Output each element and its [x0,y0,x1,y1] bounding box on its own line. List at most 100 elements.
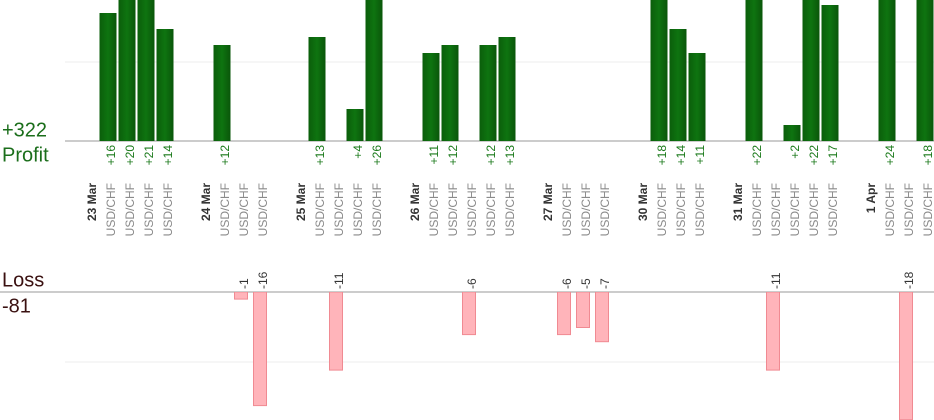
profit-label: +12 [218,145,232,166]
profit-bar [308,37,326,141]
profit-bar [669,29,687,141]
loss-label: -5 [579,278,593,289]
pair-label: USD/CHF [598,183,612,236]
pair-label: USD/CHF [693,183,707,236]
profit-label: +22 [750,145,764,166]
pair-label: USD/CHF [655,183,669,236]
profit-bar [479,45,497,141]
profit-total: +322 [2,119,47,141]
profit-label: +11 [427,145,441,165]
date-label: 25 Mar [294,183,308,221]
pair-label: USD/CHF [218,183,232,236]
loss-label: -18 [902,271,916,289]
loss-bar [595,292,609,343]
profit-bar [213,45,231,141]
profit-bar [365,0,383,141]
loss-bar [557,292,571,336]
pair-label: USD/CHF [560,183,574,236]
profit-bar [156,29,174,141]
profit-label: +26 [370,145,384,166]
date-label: 24 Mar [199,183,213,221]
loss-bar [766,292,780,371]
profit-label: +2 [788,145,802,159]
profit-label: +4 [351,145,365,159]
loss-bar [576,292,590,328]
pair-label: USD/CHF [750,183,764,236]
date-label: 23 Mar [85,183,99,221]
profit-bar [916,0,934,141]
profit-label: +18 [655,145,669,166]
pair-label: USD/CHF [769,183,783,236]
profit-label: +22 [807,145,821,166]
date-label: 27 Mar [541,183,555,221]
profit-label: +21 [142,145,156,166]
pair-label: USD/CHF [902,183,916,236]
profit-label: +12 [446,145,460,166]
loss-title: Loss [2,269,44,291]
profit-bar [118,0,136,141]
profit-label: +20 [123,145,137,166]
loss-label: -11 [332,272,346,289]
profit-bar [783,125,801,141]
pair-label: USD/CHF [123,183,137,236]
pair-label: USD/CHF [484,183,498,236]
pair-label: USD/CHF [446,183,460,236]
profit-bar [878,0,896,141]
profit-label: +13 [503,145,517,166]
pair-label: USD/CHF [579,183,593,236]
loss-label: -7 [598,278,612,289]
profit-bar [346,109,364,141]
loss-bar [253,292,267,407]
loss-bar [462,292,476,336]
profit-label: +11 [693,145,707,165]
pair-label: USD/CHF [104,183,118,236]
profit-bar [802,0,820,141]
profit-bar [821,5,839,141]
pair-label: USD/CHF [161,183,175,236]
profit-bar [422,53,440,141]
loss-total: -81 [2,295,31,317]
loss-label: -16 [256,271,270,289]
profit-label: +17 [826,145,840,166]
profit-label: +14 [674,145,688,166]
pair-label: USD/CHF [237,183,251,236]
profit-title: Profit [2,144,49,166]
profit-label: +16 [104,145,118,166]
pair-label: USD/CHF [351,183,365,236]
pair-label: USD/CHF [465,183,479,236]
pair-label: USD/CHF [826,183,840,236]
pair-label: USD/CHF [256,183,270,236]
loss-bar [234,292,248,300]
pair-label: USD/CHF [370,183,384,236]
loss-label: -1 [237,278,251,289]
loss-bar [899,292,913,420]
pair-label: USD/CHF [788,183,802,236]
pair-label: USD/CHF [332,183,346,236]
loss-label: -11 [769,272,783,289]
profit-bar [99,13,117,141]
profit-label: +13 [313,145,327,166]
profit-bar [137,0,155,141]
profit-label: +18 [921,145,934,166]
loss-label: -6 [560,278,574,289]
profit-bar [441,45,459,141]
profit-bar [498,37,516,141]
pair-label: USD/CHF [503,183,517,236]
loss-label: -6 [465,278,479,289]
pair-label: USD/CHF [427,183,441,236]
profit-bar [745,0,763,141]
pair-label: USD/CHF [142,183,156,236]
pair-label: USD/CHF [313,183,327,236]
profit-label: +12 [484,145,498,166]
pair-label: USD/CHF [674,183,688,236]
loss-bar [329,292,343,371]
profit-label: +14 [161,145,175,166]
pair-label: USD/CHF [921,183,934,236]
date-label: 31 Mar [731,183,745,221]
date-label: 26 Mar [408,183,422,221]
profit-bar [688,53,706,141]
date-label: 1 Apr [864,183,878,214]
date-label: 30 Mar [636,183,650,221]
pair-label: USD/CHF [807,183,821,236]
